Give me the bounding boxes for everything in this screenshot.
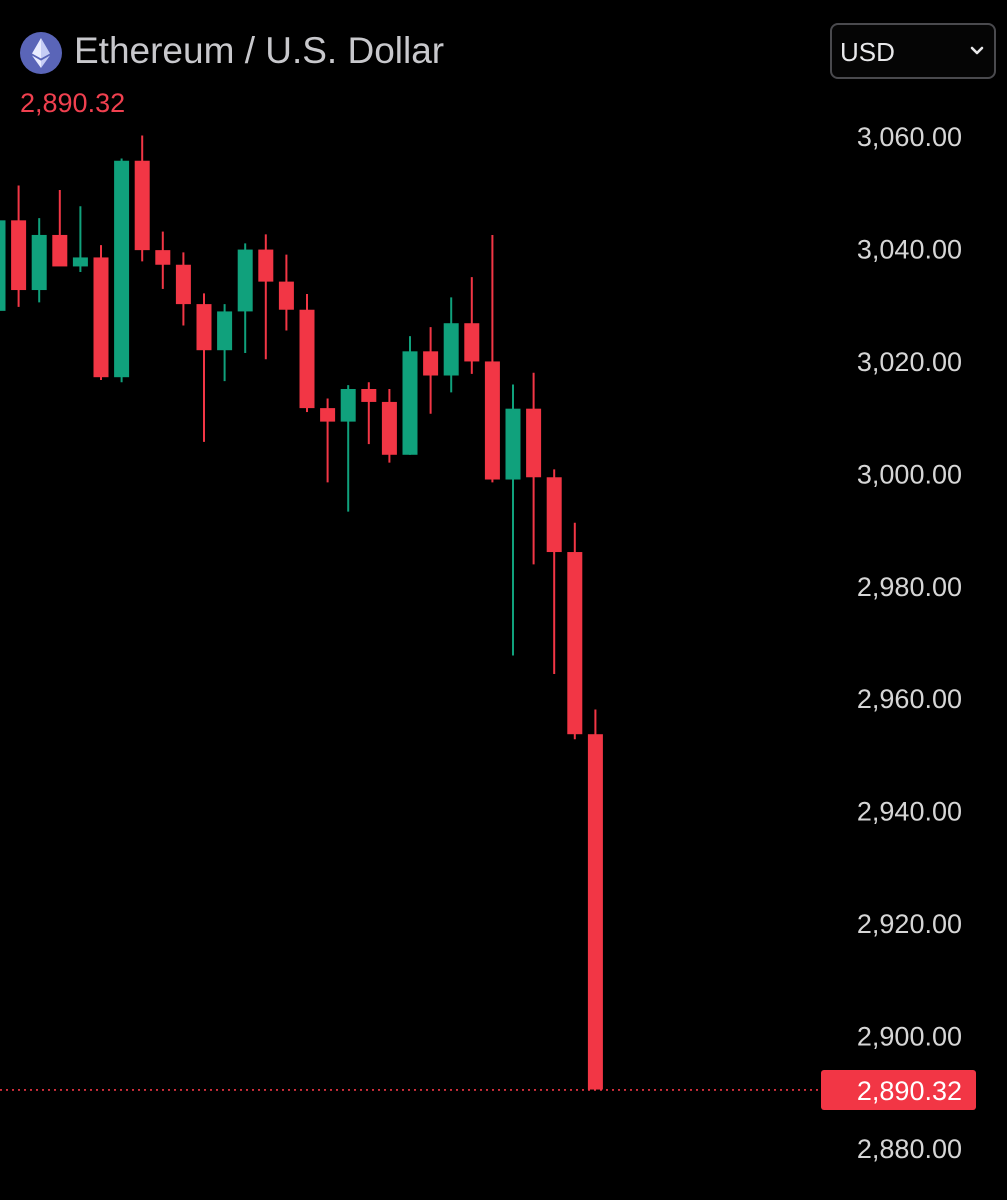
- candle-up[interactable]: [0, 218, 6, 311]
- ethereum-logo-icon: [20, 32, 62, 74]
- candle-body: [320, 408, 336, 422]
- currency-select[interactable]: USD: [830, 23, 996, 79]
- candle-body: [93, 257, 109, 378]
- candle-body: [217, 311, 233, 351]
- currency-select-value: USD: [840, 37, 895, 67]
- candle-down[interactable]: [484, 234, 500, 483]
- y-tick-label: 3,060.00: [857, 122, 962, 152]
- candle-body: [484, 361, 500, 480]
- candle-down[interactable]: [546, 469, 562, 675]
- candle-down[interactable]: [11, 185, 27, 307]
- candle-body: [443, 323, 459, 376]
- candle-up[interactable]: [31, 218, 47, 303]
- last-price-tag: 2,890.32: [821, 1069, 976, 1110]
- y-tick-label: 2,940.00: [857, 797, 962, 827]
- candle-up[interactable]: [402, 336, 418, 455]
- candle-down[interactable]: [320, 398, 336, 483]
- candle-body: [72, 257, 88, 267]
- candle-body: [31, 234, 47, 291]
- y-tick-label: 2,920.00: [857, 909, 962, 939]
- y-tick-label: 2,880.00: [857, 1134, 962, 1164]
- candle-down[interactable]: [299, 293, 315, 413]
- candle-body: [505, 408, 521, 480]
- candle-down[interactable]: [93, 245, 109, 381]
- candle-down[interactable]: [567, 522, 583, 740]
- candle-body: [587, 734, 603, 1090]
- y-tick-label: 2,960.00: [857, 684, 962, 714]
- candle-body: [258, 249, 274, 282]
- candle-down[interactable]: [587, 709, 603, 1090]
- candle-down[interactable]: [175, 252, 191, 326]
- y-tick-label: 2,900.00: [857, 1022, 962, 1052]
- last-price-text: 2,890.32: [20, 88, 126, 118]
- pair-title: Ethereum / U.S. Dollar: [74, 30, 445, 71]
- candle-down[interactable]: [464, 277, 480, 374]
- y-tick-label: 2,980.00: [857, 572, 962, 602]
- candle-body: [114, 160, 130, 378]
- candle-up[interactable]: [217, 304, 233, 382]
- candle-up[interactable]: [72, 206, 88, 273]
- y-tick-label: 3,020.00: [857, 347, 962, 377]
- candle-up[interactable]: [237, 243, 253, 354]
- last-price-tag-label: 2,890.32: [857, 1076, 962, 1106]
- candle-up[interactable]: [505, 384, 521, 656]
- y-tick-label: 3,040.00: [857, 234, 962, 264]
- candle-down[interactable]: [526, 372, 542, 565]
- candle-body: [237, 249, 253, 312]
- chevron-down-icon: [970, 46, 984, 55]
- candle-body: [134, 160, 150, 251]
- candle-down[interactable]: [196, 293, 212, 442]
- candle-body: [299, 309, 315, 409]
- candle-body: [464, 323, 480, 362]
- candles: [0, 135, 603, 1090]
- candle-body: [361, 389, 377, 402]
- candle-up[interactable]: [114, 158, 130, 383]
- chart-header: Ethereum / U.S. Dollar 2,890.32 USD: [0, 0, 1007, 130]
- candle-body: [381, 401, 397, 455]
- candle-body: [567, 552, 583, 735]
- candle-down[interactable]: [258, 234, 274, 360]
- candle-body: [52, 234, 68, 267]
- candle-body: [175, 264, 191, 305]
- candle-down[interactable]: [52, 189, 68, 267]
- candle-body: [155, 250, 171, 265]
- price-axis: 3,060.00 3,040.00 3,020.00 3,000.00 2,980.00…: [857, 122, 962, 1164]
- candle-down[interactable]: [423, 327, 439, 414]
- candle-body: [0, 220, 6, 311]
- candle-down[interactable]: [134, 135, 150, 262]
- candle-body: [196, 304, 212, 351]
- candle-body: [278, 281, 294, 310]
- candle-up[interactable]: [340, 385, 356, 512]
- candle-body: [11, 220, 27, 291]
- candle-body: [526, 408, 542, 478]
- candle-down[interactable]: [155, 231, 171, 289]
- candle-body: [340, 389, 356, 422]
- y-tick-label: 3,000.00: [857, 459, 962, 489]
- candle-body: [423, 351, 439, 376]
- candle-down[interactable]: [361, 382, 377, 445]
- candle-up[interactable]: [443, 297, 459, 393]
- candle-body: [402, 351, 418, 455]
- candle-down[interactable]: [278, 254, 294, 331]
- last-price-tag-bg: [821, 1069, 976, 1110]
- candle-down[interactable]: [381, 389, 397, 463]
- candle-body: [546, 477, 562, 553]
